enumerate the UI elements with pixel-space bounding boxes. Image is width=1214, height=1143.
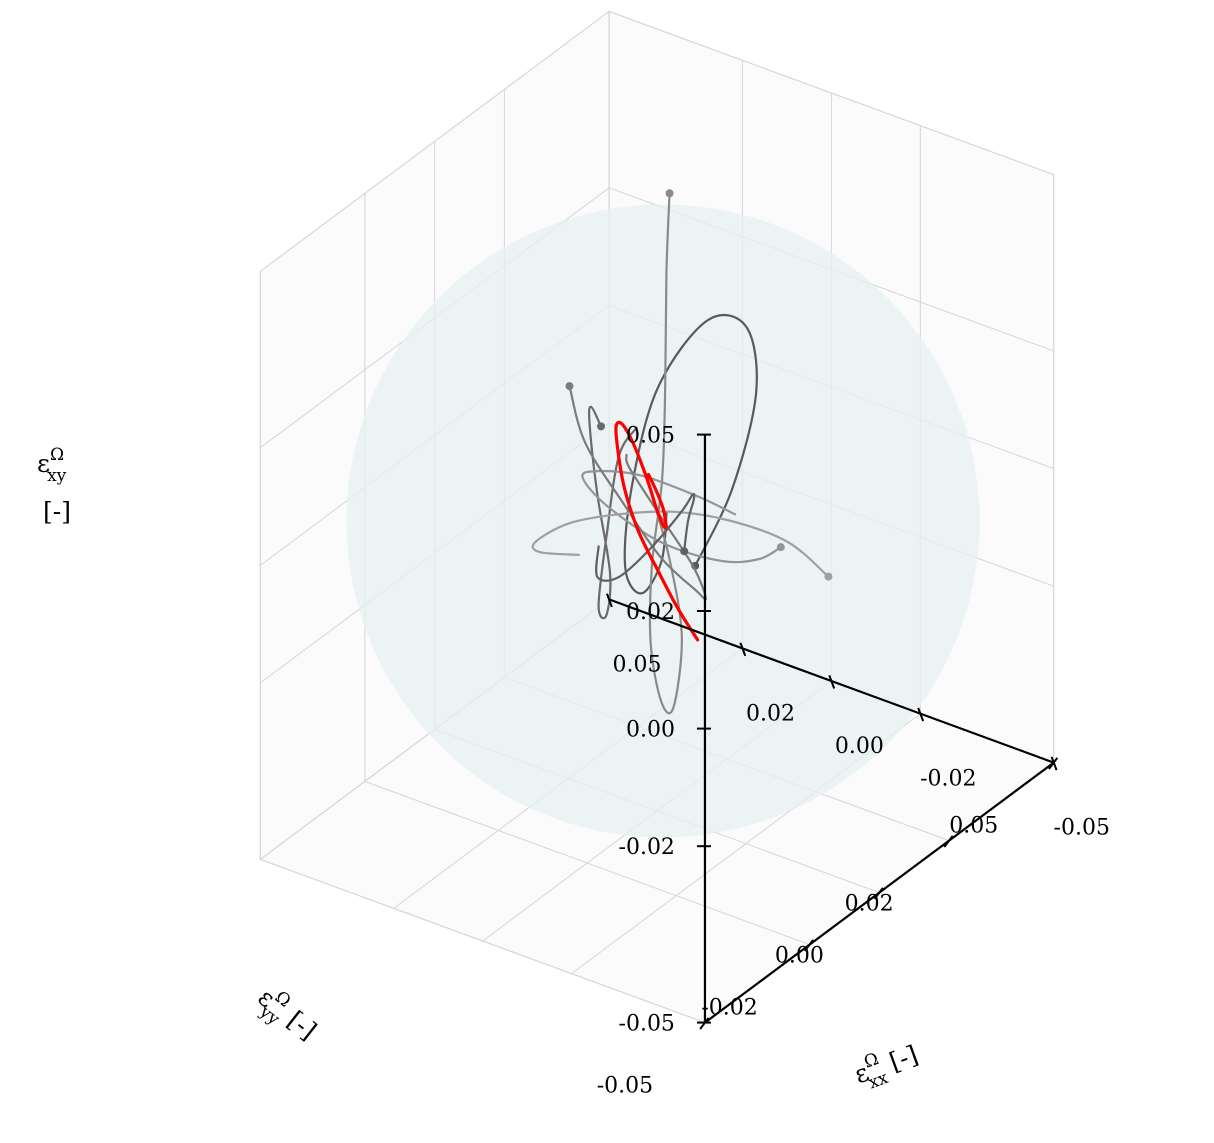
- x-tick: [606, 593, 613, 608]
- y-tick-label: -0.05: [597, 1074, 653, 1099]
- svg-text:εΩyy[-]: εΩyy[-]: [248, 979, 325, 1051]
- x-tick: [917, 707, 925, 722]
- y-axis-unit: [-]: [282, 1005, 322, 1045]
- z-axis-superscript: Ω: [50, 445, 64, 465]
- x-tick: [828, 675, 836, 689]
- y-tick: [803, 939, 814, 952]
- trajectory: [623, 313, 758, 595]
- z-tick-label: 0.02: [626, 600, 675, 625]
- trajectory: [648, 192, 683, 715]
- x-axis-label: εΩxx[-]: [849, 1036, 924, 1097]
- trajectory-start-point: [680, 547, 689, 556]
- axis-lines: [606, 433, 1059, 1030]
- x-tick: [739, 642, 747, 657]
- x-tick-label: 0.02: [746, 701, 795, 726]
- trajectory-start-point: [776, 543, 785, 552]
- z-axis-unit: [-]: [43, 497, 71, 526]
- trajectory-start-point: [665, 189, 674, 198]
- z-tick-label: 0.00: [626, 718, 675, 743]
- z-axis-subscript: xy: [47, 466, 67, 486]
- y-tick: [699, 1017, 710, 1030]
- x-tick-label: -0.05: [1054, 816, 1110, 841]
- y-axis-label: εΩyy[-]: [248, 979, 325, 1051]
- x-tick-label: -0.02: [920, 767, 976, 792]
- x-tick: [1050, 756, 1058, 771]
- trajectory-start-point: [824, 572, 833, 581]
- x-axis-unit: [-]: [886, 1040, 922, 1077]
- trajectory: [568, 385, 707, 601]
- z-tick-label: -0.02: [619, 835, 675, 860]
- trajectory: [531, 510, 830, 578]
- svg-text:εΩxx[-]: εΩxx[-]: [849, 1036, 924, 1097]
- grid-line: [259, 10, 610, 272]
- y-tick: [873, 887, 884, 900]
- grid-line: [608, 10, 1054, 176]
- y-tick-label: -0.02: [701, 996, 757, 1021]
- x-tick-label: 0.00: [835, 734, 884, 759]
- x-axis-superscript: Ω: [861, 1049, 881, 1073]
- y-tick-label: 0.00: [775, 944, 824, 969]
- z-axis-symbol: ε: [37, 449, 50, 478]
- tick-labels: -0.05 -0.02 0.00 0.02 0.05 -0.05 -0.02 0.00 0.02…: [597, 424, 1110, 1099]
- trajectory: [595, 493, 696, 582]
- trajectory-start-point: [565, 382, 574, 391]
- highlighted-trajectory: [614, 420, 700, 642]
- y-tick: [943, 835, 954, 848]
- y-tick-label: 0.05: [949, 814, 998, 839]
- x-tick-label: 0.05: [613, 652, 662, 677]
- trajectory-start-point: [597, 422, 606, 431]
- y-tick-label: 0.02: [845, 892, 894, 917]
- trajectory: [581, 469, 782, 564]
- z-tick-label: -0.05: [619, 1012, 675, 1037]
- z-axis-label: εΩ xy [-]: [37, 445, 71, 526]
- z-tick-label: 0.05: [626, 424, 675, 449]
